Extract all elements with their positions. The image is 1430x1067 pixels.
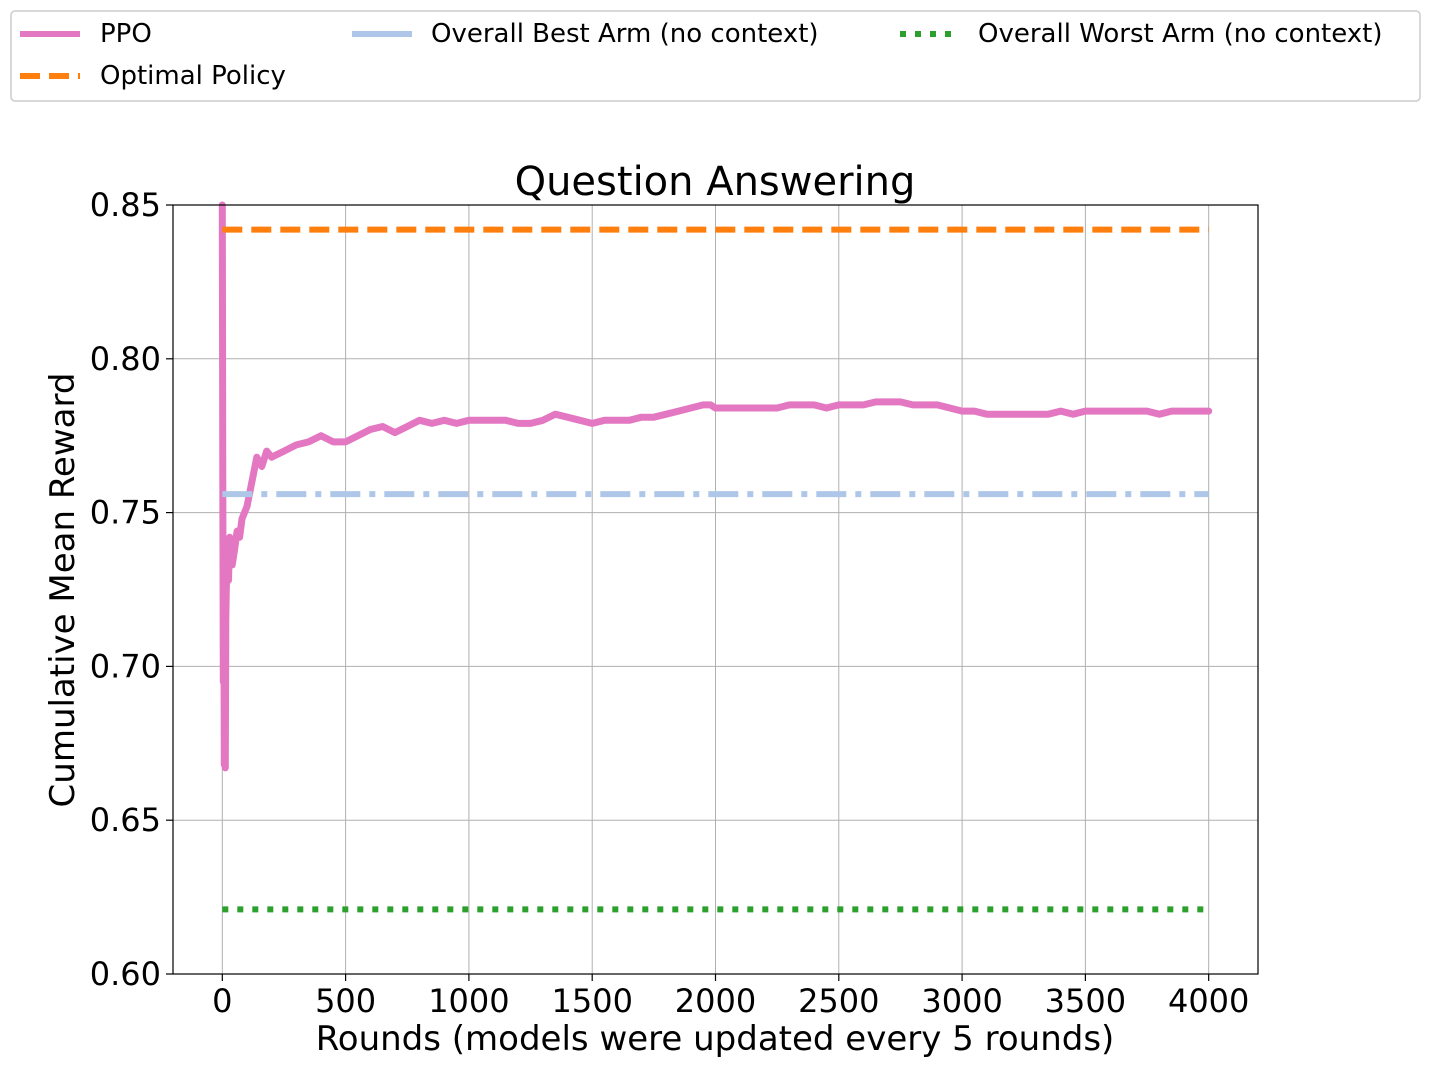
chart-title: Question Answering [515, 159, 916, 205]
legend: PPO Optimal Policy Overall Best Arm (no … [10, 10, 1421, 102]
axis-ticks: 0 500 1000 1500 2000 2500 3000 3500 4000 0.60 0.65… [90, 186, 1250, 1020]
legend-label-best-arm: Overall Best Arm (no context) [431, 19, 819, 49]
plot-series [218, 201, 1213, 913]
x-tick-label: 3000 [921, 982, 1002, 1020]
y-tick-label: 0.70 [90, 647, 161, 685]
y-axis-label: Cumulative Mean Reward [43, 373, 83, 808]
legend-label-worst-arm: Overall Worst Arm (no context) [978, 19, 1383, 49]
y-tick-label: 0.65 [90, 801, 161, 839]
x-tick-label: 1500 [551, 982, 632, 1020]
x-tick-label: 3500 [1045, 982, 1126, 1020]
legend-label-ppo: PPO [100, 19, 152, 49]
x-tick-label: 2000 [675, 982, 756, 1020]
y-tick-label: 0.75 [90, 494, 161, 532]
x-tick-label: 2500 [798, 982, 879, 1020]
x-axis-label: Rounds (models were updated every 5 roun… [316, 1019, 1115, 1059]
grid [173, 204, 1258, 975]
legend-label-optimal-policy: Optimal Policy [100, 61, 286, 91]
y-tick-label: 0.80 [90, 340, 161, 378]
x-tick-label: 1000 [428, 982, 509, 1020]
y-tick-label: 0.85 [90, 186, 161, 224]
x-tick-label: 0 [212, 982, 232, 1020]
y-tick-label: 0.60 [90, 955, 161, 993]
series-line-ppo [218, 201, 1213, 772]
x-tick-label: 500 [315, 982, 376, 1020]
x-tick-label: 4000 [1168, 982, 1249, 1020]
